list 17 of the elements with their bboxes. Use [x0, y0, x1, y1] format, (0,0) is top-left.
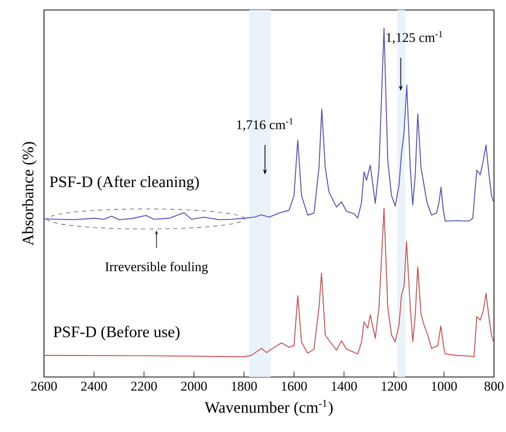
x-tick-label: 2000	[181, 382, 207, 391]
x-tick-label: 800	[484, 382, 504, 391]
annotation: 1,716 cm$^{-1}$	[237, 118, 293, 132]
y-axis-title: Absorbance (%)	[22, 142, 37, 246]
annotation: 1,125 cm$^{-1}$	[386, 30, 442, 44]
x-tick-label: 2200	[131, 382, 157, 391]
x-tick-label: 2400	[81, 382, 107, 391]
x-tick-label: 1200	[382, 382, 407, 391]
series-label: PSF-D (After cleaning)	[50, 176, 199, 190]
x-tick-label: 1600	[282, 382, 307, 391]
x-tick-label: 1400	[332, 382, 357, 391]
annotation: Irreversible fouling	[105, 262, 208, 274]
series-label: PSF-D (Before use)	[54, 326, 180, 341]
x-axis-title: Wavenumber (cm$^{-1}$)	[204, 400, 333, 416]
x-tick-label: 1800	[232, 382, 257, 391]
x-tick-label: 1000	[432, 382, 457, 391]
x-tick-label: 2600	[31, 382, 57, 391]
